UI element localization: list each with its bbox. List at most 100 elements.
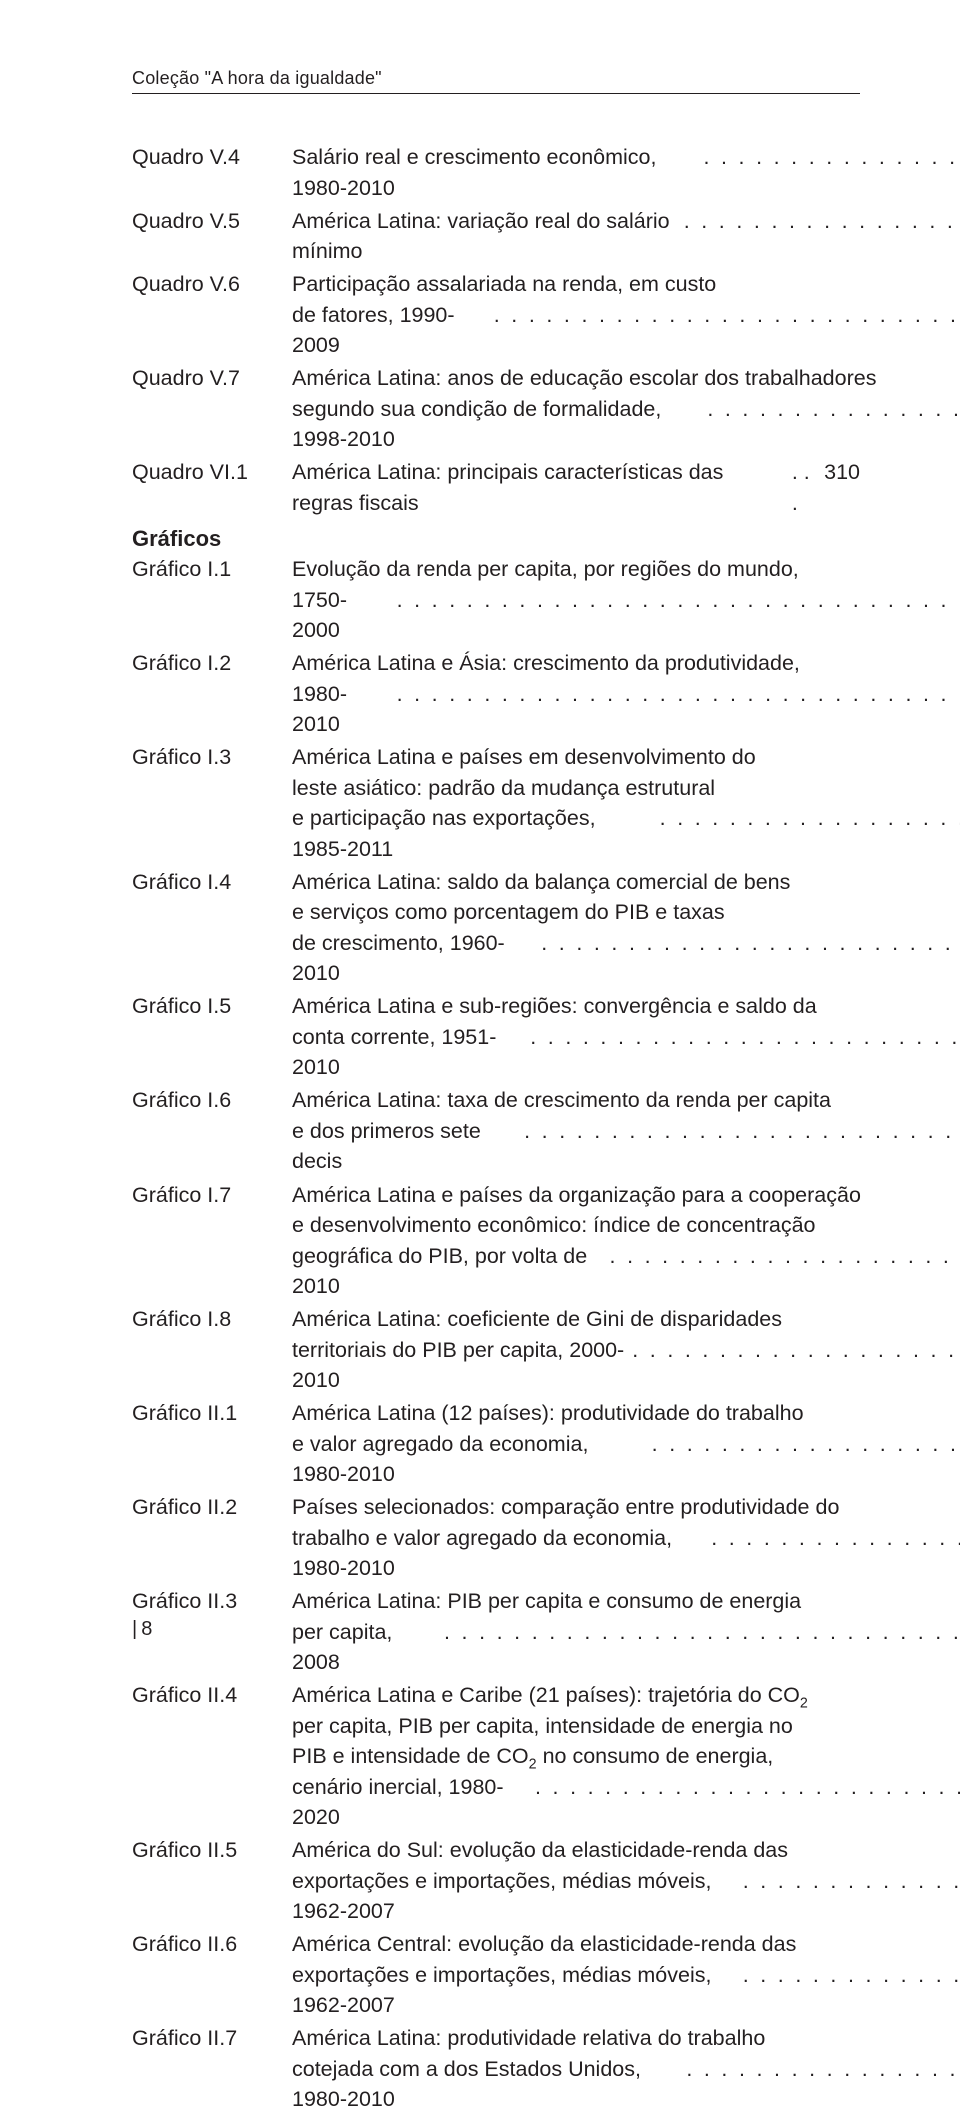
toc-entry-body: América Latina e países em desenvolvimen… (292, 742, 960, 864)
toc-entry-text: América Latina e países em desenvolvimen… (292, 742, 756, 773)
toc-entry-text: 1750-2000 (292, 585, 393, 646)
toc-entry-line: América Latina: principais característic… (292, 457, 860, 518)
toc-row: Gráfico II.4América Latina e Caribe (21 … (132, 1680, 860, 1833)
toc-entry-text: e serviços como porcentagem do PIB e tax… (292, 897, 725, 928)
toc-entry-text: territoriais do PIB per capita, 2000-201… (292, 1335, 628, 1396)
toc-entry-text: de fatores, 1990-2009 (292, 300, 490, 361)
toc-entry-text: leste asiático: padrão da mudança estrut… (292, 773, 715, 804)
toc-dot-leader (606, 1241, 960, 1272)
toc-entry-label: Gráfico I.3 (132, 742, 292, 773)
running-head: Coleção "A hora da igualdade" (132, 68, 860, 89)
toc-entry-text: América Latina e Caribe (21 países): tra… (292, 1680, 808, 1711)
toc-entry-text: segundo sua condição de formalidade, 199… (292, 394, 703, 455)
toc-dot-leader (739, 1866, 960, 1897)
toc-dot-leader: . . . (788, 457, 822, 518)
toc-entry-line: América Latina e países da organização p… (292, 1180, 960, 1211)
toc-entry-label: Gráfico II.5 (132, 1835, 292, 1866)
toc-row: Gráfico II.6América Central: evolução da… (132, 1929, 860, 2021)
toc-entry-text: América Latina: produtividade relativa d… (292, 2023, 765, 2054)
subscript-2: 2 (529, 1757, 537, 1773)
toc-row: Gráfico II.2Países selecionados: compara… (132, 1492, 860, 1584)
toc-entry-body: América Latina: taxa de crescimento da r… (292, 1085, 960, 1177)
toc-entry-line: cenário inercial, 1980-2020104 (292, 1772, 960, 1833)
toc-dot-leader (707, 1523, 960, 1554)
toc-entry-body: América Latina: coeficiente de Gini de d… (292, 1304, 960, 1396)
toc-entry-text: PIB e intensidade de CO2 no consumo de e… (292, 1741, 773, 1772)
toc-entry-label: Gráfico I.4 (132, 867, 292, 898)
toc-entry-label: Gráfico I.7 (132, 1180, 292, 1211)
toc-entry-body: Países selecionados: comparação entre pr… (292, 1492, 960, 1584)
toc-entry-line: PIB e intensidade de CO2 no consumo de e… (292, 1741, 960, 1772)
toc-dot-leader (393, 679, 960, 710)
toc-entry-line: América Latina e Ásia: crescimento da pr… (292, 648, 960, 679)
toc-entry-text: América Latina (12 países): produtividad… (292, 1398, 804, 1429)
toc-entry-line: América Latina: variação real do salário… (292, 206, 960, 267)
toc-entry-line: América Latina: anos de educação escolar… (292, 363, 960, 394)
toc-entry-label: Quadro V.5 (132, 206, 292, 237)
toc-dot-leader (699, 142, 960, 173)
toc-entry-line: e participação nas exportações, 1985-201… (292, 803, 960, 864)
toc-entry-text: geográfica do PIB, por volta de 2010 (292, 1241, 606, 1302)
toc-entry-body: Evolução da renda per capita, por regiõe… (292, 554, 960, 646)
toc-row: Gráfico I.8América Latina: coeficiente d… (132, 1304, 860, 1396)
toc-entry-body: América Latina e Ásia: crescimento da pr… (292, 648, 960, 740)
toc-row: Gráfico I.3América Latina e países em de… (132, 742, 860, 864)
toc-dot-leader (739, 1960, 960, 1991)
toc-dot-leader (682, 2054, 960, 2085)
toc-entry-text: cenário inercial, 1980-2020 (292, 1772, 531, 1833)
toc-entry-line: América Latina: coeficiente de Gini de d… (292, 1304, 960, 1335)
toc-entry-label: Gráfico I.2 (132, 648, 292, 679)
toc-entry-line: América do Sul: evolução da elasticidade… (292, 1835, 960, 1866)
toc-entry-text: América Latina: anos de educação escolar… (292, 363, 876, 394)
toc-entry-line: exportações e importações, médias móveis… (292, 1866, 960, 1927)
toc-entry-label: Gráfico I.6 (132, 1085, 292, 1116)
page-number-bar: | (132, 1618, 141, 1640)
toc-entry-text: América Latina e sub-regiões: convergênc… (292, 991, 817, 1022)
toc-entry-line: leste asiático: padrão da mudança estrut… (292, 773, 960, 804)
toc-entry-line: 1750-200040 (292, 585, 960, 646)
toc-entry-line: América Latina e países em desenvolvimen… (292, 742, 960, 773)
toc-entry-body: América Latina: variação real do salário… (292, 206, 960, 267)
toc-entry-text: Salário real e crescimento econômico, 19… (292, 142, 699, 203)
toc-entry-line: América Latina: saldo da balança comerci… (292, 867, 960, 898)
toc-entry-line: segundo sua condição de formalidade, 199… (292, 394, 960, 455)
toc-entry-text: exportações e importações, médias móveis… (292, 1866, 739, 1927)
toc-entry-text: América Latina e Ásia: crescimento da pr… (292, 648, 800, 679)
toc-entry-label: Gráfico II.2 (132, 1492, 292, 1523)
toc-entry-line: América Latina e sub-regiões: convergênc… (292, 991, 960, 1022)
toc-entry-line: Participação assalariada na renda, em cu… (292, 269, 960, 300)
toc-entry-label: Gráfico I.1 (132, 554, 292, 585)
toc-entry-text: América Latina: saldo da balança comerci… (292, 867, 790, 898)
toc-dot-leader (537, 928, 960, 959)
toc-entry-text: América Central: evolução da elasticidad… (292, 1929, 796, 1960)
toc-entry-body: América Latina e sub-regiões: convergênc… (292, 991, 960, 1083)
toc-entry-text: América Latina: PIB per capita e consumo… (292, 1586, 801, 1617)
toc-entry-body: América Latina: produtividade relativa d… (292, 2023, 960, 2115)
toc-entry-body: América Latina e países da organização p… (292, 1180, 960, 1302)
toc-dot-leader (440, 1617, 960, 1648)
toc-row: Quadro VI.1América Latina: principais ca… (132, 457, 860, 518)
toc-entry-text: América do Sul: evolução da elasticidade… (292, 1835, 788, 1866)
toc-section-heading: Gráficos (132, 526, 860, 552)
toc-entry-line: exportações e importações, médias móveis… (292, 1960, 960, 2021)
toc-row: Gráfico II.7América Latina: produtividad… (132, 2023, 860, 2115)
toc-entry-line: territoriais do PIB per capita, 2000-201… (292, 1335, 960, 1396)
toc-entry-body: Participação assalariada na renda, em cu… (292, 269, 960, 361)
toc-entry-body: América Latina (12 países): produtividad… (292, 1398, 960, 1490)
toc-entry-text: de crescimento, 1960-2010 (292, 928, 537, 989)
toc-dot-leader (490, 300, 960, 331)
toc-row: Gráfico II.3América Latina: PIB per capi… (132, 1586, 860, 1678)
toc-row: Gráfico I.7América Latina e países da or… (132, 1180, 860, 1302)
toc-entry-text: América Latina: coeficiente de Gini de d… (292, 1304, 782, 1335)
toc-dot-leader (648, 1429, 960, 1460)
toc-entry-text: e participação nas exportações, 1985-201… (292, 803, 656, 864)
toc-entry-text: Países selecionados: comparação entre pr… (292, 1492, 839, 1523)
toc-entry-text: Participação assalariada na renda, em cu… (292, 269, 716, 300)
toc-row: Gráfico I.5América Latina e sub-regiões:… (132, 991, 860, 1083)
toc-row: Quadro V.5América Latina: variação real … (132, 206, 860, 267)
toc-entry-body: Salário real e crescimento econômico, 19… (292, 142, 960, 203)
toc-entry-label: Gráfico II.3 (132, 1586, 292, 1617)
toc-entry-text: trabalho e valor agregado da economia, 1… (292, 1523, 707, 1584)
toc-row: Gráfico I.2América Latina e Ásia: cresci… (132, 648, 860, 740)
toc-dot-leader (628, 1335, 960, 1366)
